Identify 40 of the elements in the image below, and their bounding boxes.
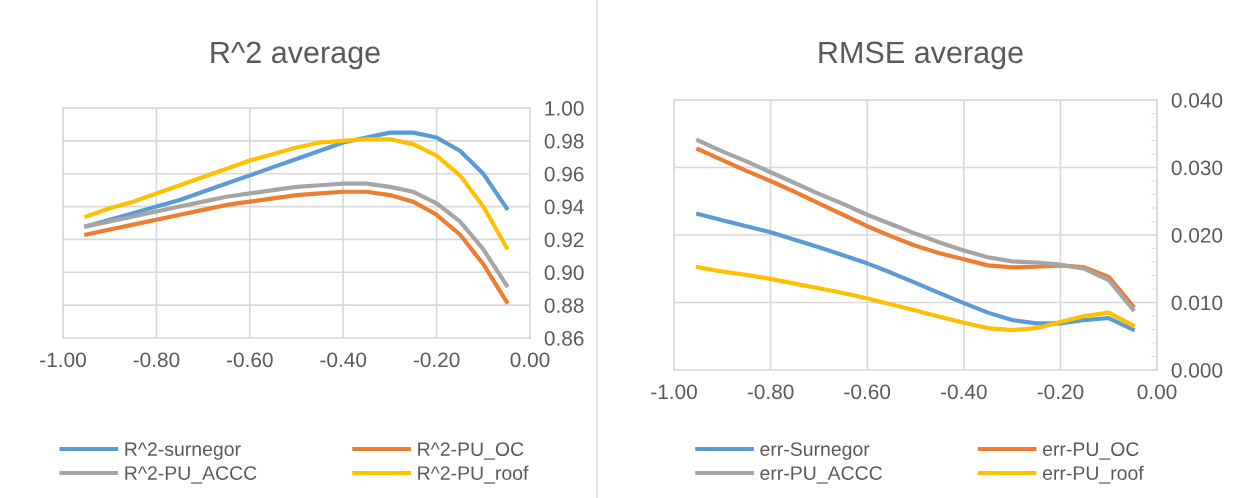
legend-label: R^2-PU_OC [418,442,524,460]
y-tick-label: 0.000 [1171,363,1223,378]
legend-label: err-PU_OC [1042,442,1139,460]
x-tick-label: -0.20 [413,352,460,368]
y-tick-label: 0.030 [1171,160,1223,176]
x-tick-label: -0.60 [226,352,273,368]
y-tick-label: 0.020 [1171,228,1223,243]
legend-label: R^2-surnegor [125,442,241,460]
y-tick-label: 0.90 [544,265,584,281]
x-tick-label: -0.40 [940,384,987,400]
y-tick-label: 0.88 [544,298,584,313]
legend-label: err-PU_roof [1042,465,1144,484]
y-tick-label: 0.94 [544,199,584,215]
line-series [84,181,509,288]
x-tick-label: 0.00 [1137,384,1177,400]
x-tick-label: -0.80 [747,384,794,400]
line-series [84,189,509,304]
legend-label: err-Surnegor [760,442,870,460]
y-tick-label: 0.98 [544,133,584,149]
x-tick-label: -0.20 [1037,384,1084,400]
chart-title: RMSE average [819,41,1023,70]
legend-label: R^2-PU_ACCC [125,466,257,484]
line-series [696,211,1135,332]
y-tick-label: 0.010 [1171,295,1223,311]
y-tick-label: 0.86 [544,331,584,346]
x-tick-label: -1.00 [40,352,86,368]
y-tick-label: 0.96 [544,166,584,182]
legend-label: err-PU_ACCC [760,466,882,484]
x-tick-label: -1.00 [651,384,697,400]
y-tick-label: 1.00 [545,101,584,116]
x-tick-label: -0.40 [320,352,367,368]
x-tick-label: -0.60 [844,384,891,400]
y-tick-label: 0.040 [1171,93,1223,108]
x-tick-label: 0.00 [510,352,550,368]
line-series [696,265,1135,333]
x-tick-label: -0.80 [133,352,180,368]
chart-title: R^2 average [211,41,380,70]
y-tick-label: 0.92 [544,232,584,248]
legend-label: R^2-PU_roof [418,465,529,484]
line-series [84,137,509,250]
